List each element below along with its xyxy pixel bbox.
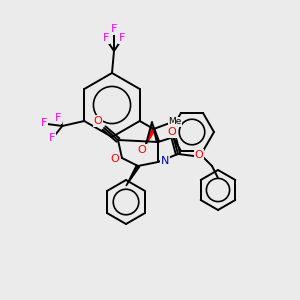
Text: F: F: [49, 133, 56, 143]
Polygon shape: [126, 165, 140, 186]
Text: F: F: [111, 24, 117, 34]
Text: F: F: [41, 118, 47, 128]
Text: F: F: [103, 33, 109, 43]
Text: N: N: [161, 156, 169, 166]
Text: O: O: [111, 154, 119, 164]
Polygon shape: [152, 122, 159, 142]
Text: O: O: [195, 150, 203, 160]
Text: O: O: [94, 116, 102, 126]
Text: F: F: [55, 113, 61, 123]
Polygon shape: [146, 128, 155, 145]
Text: F: F: [119, 33, 125, 43]
Text: Me: Me: [168, 118, 182, 127]
Text: O: O: [137, 145, 146, 155]
Text: O: O: [168, 127, 176, 137]
